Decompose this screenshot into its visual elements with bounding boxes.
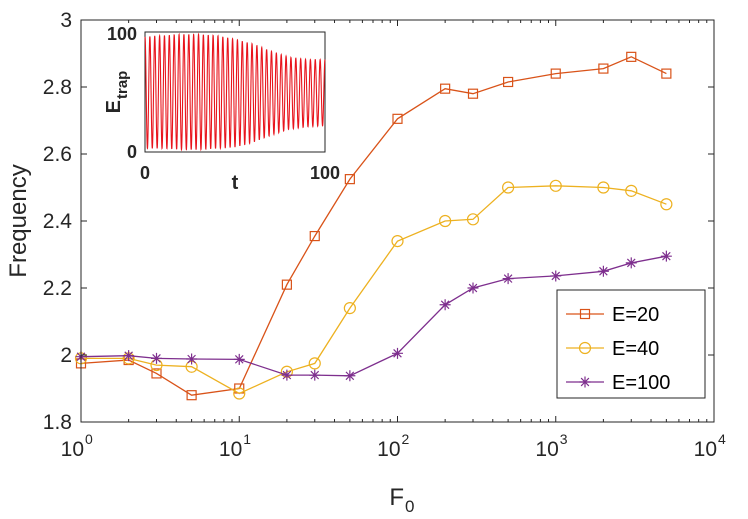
- data-point: [281, 279, 292, 290]
- legend-marker: [578, 341, 592, 355]
- data-point: [233, 387, 246, 400]
- y-tick-label: 2: [60, 344, 72, 367]
- data-point: [625, 257, 637, 269]
- data-point: [392, 347, 403, 359]
- series-line: [80, 255, 667, 377]
- data-point: [281, 369, 293, 381]
- series-layer: [74, 51, 673, 401]
- x-tick-label: 10 3: [535, 431, 567, 461]
- data-point: [467, 282, 479, 294]
- data-point: [660, 198, 673, 211]
- inset-y-label-sub: trap: [114, 71, 131, 99]
- data-point: [597, 265, 609, 277]
- y-axis-label: Frequency: [5, 164, 32, 277]
- data-point: [186, 353, 198, 365]
- x-tick-base: 10: [219, 438, 242, 461]
- data-point: [597, 181, 610, 194]
- data-point: [550, 270, 562, 282]
- data-point: [391, 235, 404, 248]
- x-tick-label: 10 1: [219, 431, 251, 461]
- y-tick-label: 2.2: [43, 277, 72, 300]
- y-tick-label: 3: [60, 9, 72, 32]
- data-point: [549, 179, 562, 192]
- data-point: [309, 230, 320, 242]
- legend-label: E=40: [612, 338, 659, 360]
- data-point: [344, 174, 355, 185]
- x-axis-label-sub: 0: [405, 497, 414, 516]
- x-tick-exponent: 3: [560, 431, 568, 447]
- data-point: [392, 113, 403, 124]
- inset-y-tick-top: 100: [107, 24, 137, 44]
- x-tick-exponent: 0: [85, 431, 93, 447]
- x-tick-exponent: 4: [718, 431, 726, 447]
- data-point: [660, 250, 672, 262]
- series-e-100: [75, 250, 672, 382]
- data-point: [151, 368, 162, 379]
- data-point: [550, 68, 561, 79]
- data-point: [466, 213, 480, 226]
- data-point: [308, 357, 321, 370]
- y-tick-label: 2.6: [43, 143, 72, 166]
- inset-y-tick-bottom: 0: [127, 142, 137, 162]
- data-point: [503, 76, 514, 88]
- x-tick-label: 10 0: [61, 431, 93, 461]
- inset-x-tick-right: 100: [310, 163, 340, 183]
- data-point: [151, 352, 163, 364]
- data-point: [439, 214, 452, 228]
- data-point: [309, 369, 321, 381]
- series-e-40: [74, 179, 673, 400]
- x-tick-exponent: 1: [243, 431, 251, 447]
- data-point: [502, 181, 515, 194]
- x-tick-base: 10: [694, 438, 717, 461]
- series-line: [80, 56, 667, 396]
- data-point: [440, 83, 451, 94]
- x-axis-label: F 0: [389, 484, 414, 516]
- legend-marker: [579, 376, 591, 388]
- plot-frame: [80, 19, 715, 423]
- x-tick-base: 10: [535, 438, 558, 461]
- data-point: [343, 302, 356, 315]
- data-point: [626, 51, 637, 62]
- x-tick-label: 10 2: [377, 431, 409, 461]
- legend: E=20 E=40 E=100: [556, 289, 706, 399]
- x-tick-base: 10: [61, 438, 84, 461]
- inset-trap-energy-line: [144, 32, 326, 152]
- data-point: [233, 353, 245, 365]
- x-tick-exponent: 2: [402, 431, 410, 447]
- data-point: [661, 68, 672, 79]
- data-point: [439, 299, 451, 311]
- series-line: [81, 185, 667, 395]
- data-point: [186, 390, 197, 401]
- inset-y-label-base: E: [103, 100, 125, 113]
- x-axis-label-base: F: [389, 484, 404, 511]
- legend-marker: [579, 308, 591, 320]
- x-tick-base: 10: [377, 438, 400, 461]
- legend-entry-e-100: E=100: [566, 372, 670, 394]
- data-point: [123, 350, 135, 362]
- inset-x-tick-left: 0: [140, 163, 150, 183]
- legend-entry-e-40: E=40: [566, 338, 659, 360]
- legend-label: E=100: [612, 372, 670, 394]
- y-tick-label: 2.4: [43, 210, 73, 233]
- y-tick-label: 2.8: [43, 76, 72, 99]
- x-tick-label: 10 4: [694, 431, 726, 461]
- inset-x-label: t: [232, 172, 239, 194]
- y-tick-label: 1.8: [43, 411, 72, 434]
- data-point: [344, 370, 356, 382]
- data-point: [625, 184, 638, 197]
- inset-y-label: E trap: [103, 71, 131, 114]
- data-point: [598, 63, 609, 74]
- data-point: [467, 88, 479, 99]
- legend-label: E=20: [612, 304, 659, 326]
- data-point: [502, 273, 514, 285]
- inset-chart: 100 0 0 100 t E trap: [103, 24, 340, 194]
- legend-entry-e-20: E=20: [566, 304, 659, 326]
